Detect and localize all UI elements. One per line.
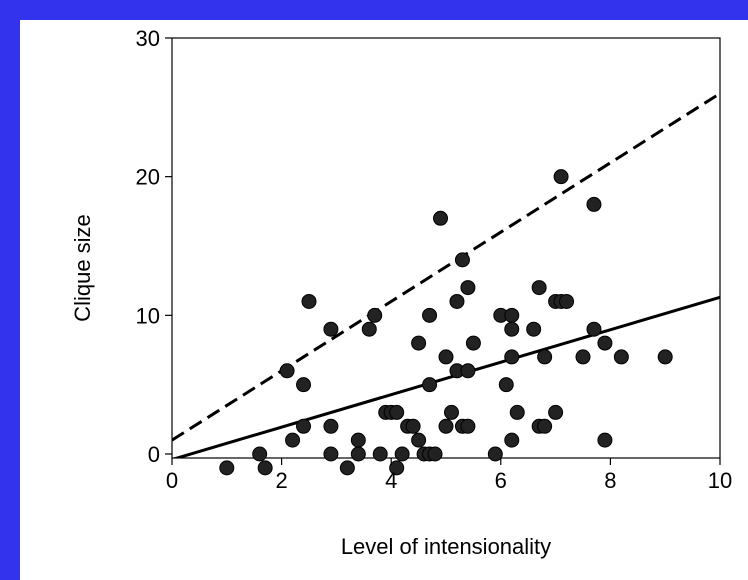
data-point bbox=[657, 349, 673, 365]
data-point bbox=[575, 349, 591, 365]
fit-line-dashed bbox=[172, 92, 720, 442]
data-point bbox=[597, 335, 613, 351]
plot-area bbox=[171, 37, 721, 459]
data-point bbox=[498, 377, 514, 393]
data-point bbox=[586, 196, 602, 212]
data-point bbox=[465, 335, 481, 351]
data-point bbox=[296, 418, 312, 434]
data-point bbox=[537, 418, 553, 434]
data-point bbox=[394, 446, 410, 462]
plot-frame bbox=[171, 37, 721, 459]
x-tick-label: 2 bbox=[275, 468, 287, 493]
data-point bbox=[548, 404, 564, 420]
x-axis-ticks: 0 2 4 6 8 10 bbox=[166, 458, 732, 493]
data-point bbox=[449, 293, 465, 309]
data-point bbox=[367, 307, 383, 323]
data-point bbox=[339, 460, 355, 476]
data-points bbox=[219, 169, 673, 476]
data-point bbox=[422, 307, 438, 323]
data-point bbox=[252, 446, 268, 462]
data-point bbox=[443, 404, 459, 420]
data-point bbox=[411, 335, 427, 351]
data-point bbox=[586, 321, 602, 337]
x-tick-label: 6 bbox=[495, 468, 507, 493]
data-point bbox=[597, 432, 613, 448]
data-point bbox=[553, 169, 569, 185]
data-point bbox=[537, 349, 553, 365]
data-point bbox=[323, 321, 339, 337]
data-point bbox=[257, 460, 273, 476]
data-point bbox=[438, 349, 454, 365]
data-point bbox=[504, 321, 520, 337]
data-point bbox=[487, 446, 503, 462]
data-point bbox=[460, 280, 476, 296]
data-point bbox=[389, 460, 405, 476]
x-tick-label: 4 bbox=[385, 468, 397, 493]
data-point bbox=[427, 446, 443, 462]
x-axis-title: Level of intensionality bbox=[341, 534, 551, 559]
data-point bbox=[526, 321, 542, 337]
data-point bbox=[219, 460, 235, 476]
data-point bbox=[389, 404, 405, 420]
y-tick-label: 30 bbox=[136, 26, 160, 51]
data-point bbox=[350, 432, 366, 448]
data-point bbox=[504, 349, 520, 365]
data-point bbox=[285, 432, 301, 448]
data-point bbox=[350, 446, 366, 462]
x-tick-label: 10 bbox=[708, 468, 732, 493]
x-tick-label: 0 bbox=[166, 468, 178, 493]
data-point bbox=[422, 377, 438, 393]
y-axis-ticks: 0 10 20 30 bbox=[136, 26, 172, 467]
data-point bbox=[372, 446, 388, 462]
data-point bbox=[361, 321, 377, 337]
fit-line-solid bbox=[172, 295, 720, 458]
y-tick-label: 0 bbox=[148, 442, 160, 467]
y-tick-label: 20 bbox=[136, 165, 160, 190]
data-point bbox=[504, 307, 520, 323]
data-point bbox=[279, 363, 295, 379]
data-point bbox=[438, 418, 454, 434]
data-point bbox=[460, 418, 476, 434]
data-point bbox=[323, 418, 339, 434]
data-point bbox=[531, 280, 547, 296]
data-point bbox=[460, 363, 476, 379]
data-point bbox=[323, 446, 339, 462]
x-tick-label: 8 bbox=[604, 468, 616, 493]
data-point bbox=[433, 210, 449, 226]
data-point bbox=[296, 377, 312, 393]
fit-lines bbox=[172, 92, 720, 458]
data-point bbox=[559, 293, 575, 309]
data-point bbox=[504, 432, 520, 448]
data-point bbox=[613, 349, 629, 365]
y-tick-label: 10 bbox=[136, 303, 160, 328]
data-point bbox=[509, 404, 525, 420]
data-point bbox=[301, 293, 317, 309]
chart-panel: 0 2 4 6 8 10 0 10 20 30 Level of intensionality … bbox=[20, 20, 748, 580]
data-point bbox=[411, 432, 427, 448]
y-axis-title: Clique size bbox=[70, 214, 95, 322]
data-point bbox=[454, 252, 470, 268]
data-point bbox=[405, 418, 421, 434]
